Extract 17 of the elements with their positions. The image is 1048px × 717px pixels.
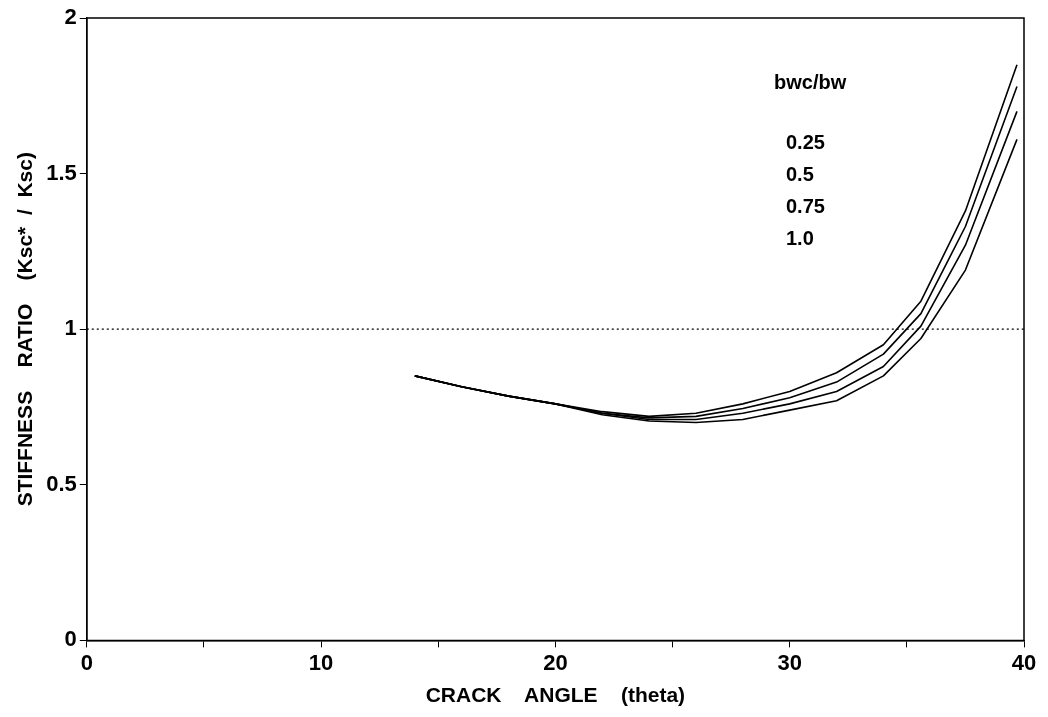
y-tick-label: 1 bbox=[64, 315, 77, 341]
x-tick-label: 40 bbox=[1011, 649, 1037, 675]
x-tick-label: 30 bbox=[777, 649, 802, 675]
annotation: 0.5 bbox=[786, 162, 814, 185]
annotation: 1.0 bbox=[786, 226, 814, 249]
annotation: bwc/bw bbox=[774, 70, 847, 93]
x-tick-label: 20 bbox=[543, 649, 568, 675]
x-tick-label: 10 bbox=[308, 649, 334, 675]
x-tick-label: 0 bbox=[80, 649, 93, 675]
y-tick-label: 2 bbox=[64, 4, 77, 30]
y-tick-label: 0 bbox=[64, 626, 77, 652]
annotation: 0.25 bbox=[786, 130, 825, 153]
y-tick-label: 1.5 bbox=[46, 159, 77, 185]
y-axis-title: STIFFNESS RATIO (Ksc* / Ksc) bbox=[13, 152, 37, 507]
x-axis-title: CRACK ANGLE (theta) bbox=[425, 683, 686, 707]
y-tick-label: 0.5 bbox=[46, 470, 77, 496]
annotation: 0.75 bbox=[786, 194, 825, 217]
